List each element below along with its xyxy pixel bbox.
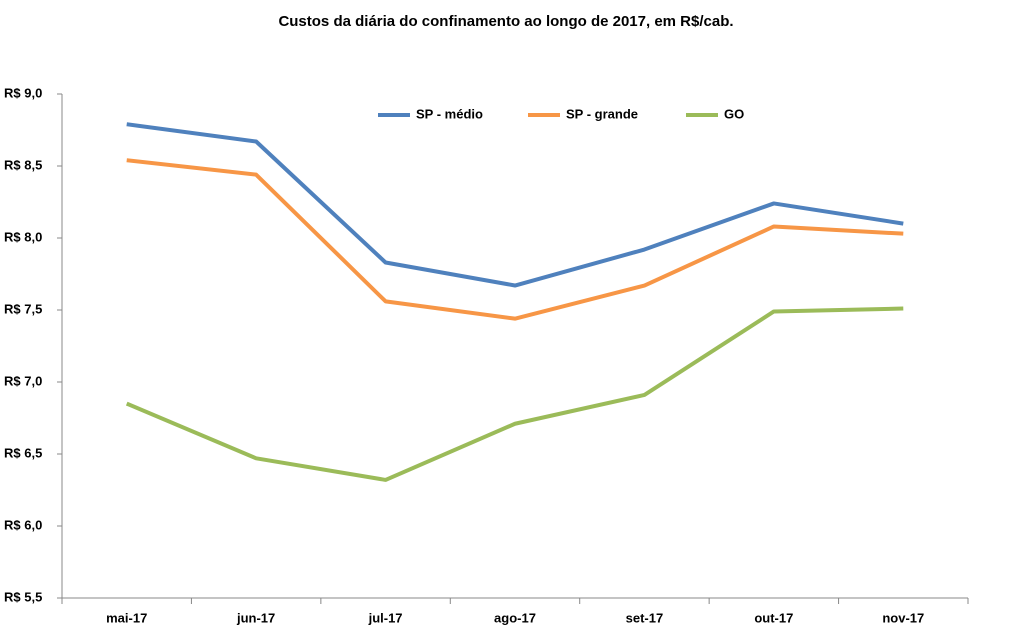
- chart-title: Custos da diária do confinamento ao long…: [278, 13, 733, 30]
- y-tick-label: R$ 7,5: [4, 301, 42, 316]
- x-tick-label: jul-17: [368, 610, 403, 625]
- y-tick-label: R$ 5,5: [4, 589, 42, 604]
- series-line: [126, 158, 904, 321]
- legend-label: SP - grande: [566, 106, 638, 121]
- x-tick-label: nov-17: [882, 610, 924, 625]
- legend-label: GO: [724, 106, 744, 121]
- x-tick-label: out-17: [754, 610, 793, 625]
- x-tick-label: jun-17: [236, 610, 275, 625]
- x-tick-label: ago-17: [494, 610, 536, 625]
- y-tick-label: R$ 8,0: [4, 229, 42, 244]
- x-tick-label: mai-17: [106, 610, 147, 625]
- y-tick-label: R$ 9,0: [4, 85, 42, 100]
- series-line: [125, 306, 904, 482]
- y-tick-label: R$ 6,0: [4, 517, 42, 532]
- y-tick-label: R$ 6,5: [4, 445, 42, 460]
- x-tick-label: set-17: [626, 610, 664, 625]
- legend-label: SP - médio: [416, 106, 483, 121]
- y-tick-label: R$ 8,5: [4, 157, 42, 172]
- series-line: [126, 122, 904, 288]
- y-tick-label: R$ 7,0: [4, 373, 42, 388]
